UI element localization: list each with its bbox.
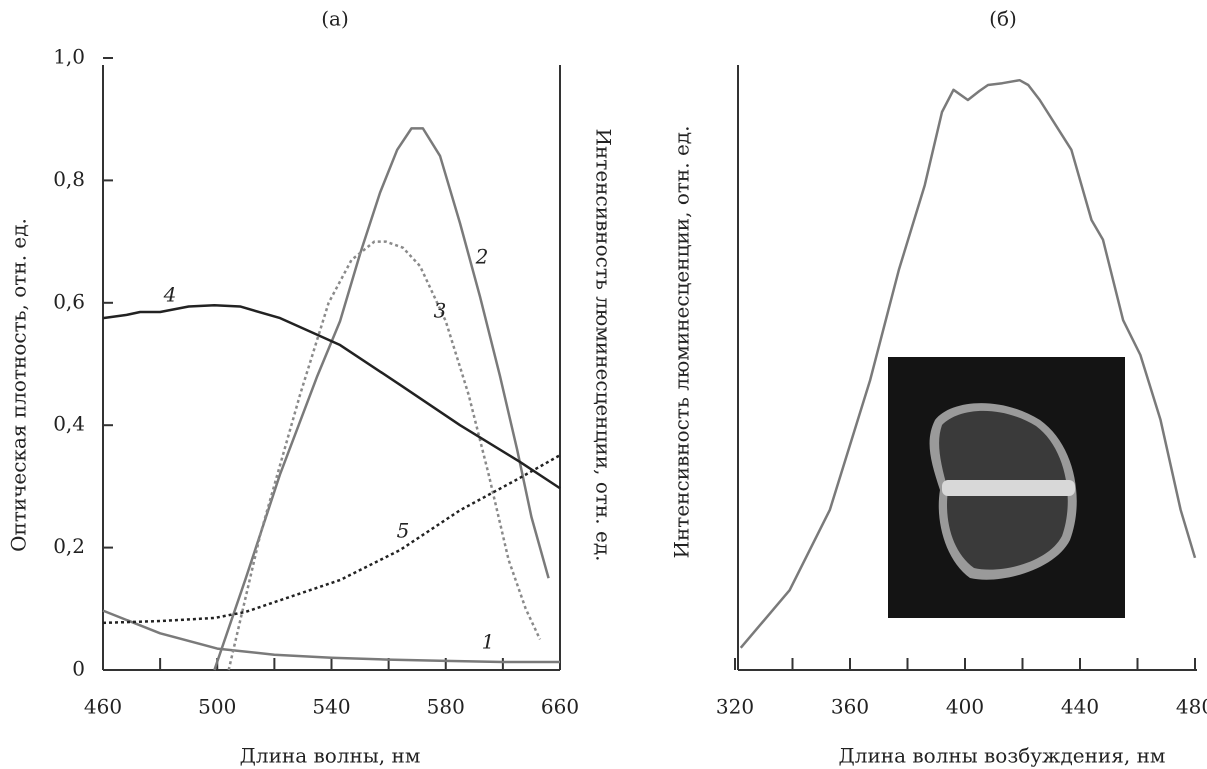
curve-label: 3 — [434, 299, 447, 323]
x-tick-label: 460 — [84, 695, 122, 719]
x-tick-label: 480 — [1176, 695, 1207, 719]
y-axis-label: Оптическая плотность, отн. ед. — [7, 218, 31, 552]
line-series — [102, 454, 561, 625]
line-series — [739, 78, 1197, 649]
x-axis-label: Длина волны, нм — [240, 744, 421, 768]
line-series — [213, 127, 550, 671]
y-tick-label: 0,8 — [53, 167, 85, 191]
panel-title: (а) — [321, 7, 349, 31]
y-tick-label: 0,6 — [53, 289, 85, 313]
x-tick-label: 400 — [946, 695, 984, 719]
curve-label: 1 — [482, 630, 495, 654]
line-series — [102, 609, 560, 664]
y2-axis-label: Интенсивность люминесценции, отн. ед. — [592, 129, 616, 562]
inset-photo — [888, 357, 1125, 618]
y-tick-label: 1,0 — [53, 45, 85, 69]
y-tick-label: 0 — [72, 657, 85, 681]
x-tick-label: 320 — [716, 695, 754, 719]
line-series — [102, 303, 561, 490]
line-series — [227, 240, 542, 671]
x-tick-label: 360 — [831, 695, 869, 719]
x-axis-label: Длина волны возбуждения, нм — [839, 744, 1166, 768]
y-tick-label: 0,4 — [53, 412, 85, 436]
curve-label: 5 — [397, 519, 410, 543]
panel-title: (б) — [989, 7, 1017, 31]
axes — [102, 65, 1197, 671]
sample-band — [942, 480, 1075, 496]
x-tick-label: 660 — [541, 695, 579, 719]
x-tick-label: 440 — [1061, 695, 1099, 719]
curve-label: 4 — [163, 283, 177, 307]
x-tick-label: 580 — [427, 695, 465, 719]
x-tick-label: 540 — [312, 695, 350, 719]
curve-label: 2 — [475, 245, 489, 269]
y-tick-label: 0,2 — [53, 534, 85, 558]
x-tick-label: 500 — [198, 695, 236, 719]
y-axis-label: Интенсивность люминесценции, отн. ед. — [670, 126, 694, 559]
